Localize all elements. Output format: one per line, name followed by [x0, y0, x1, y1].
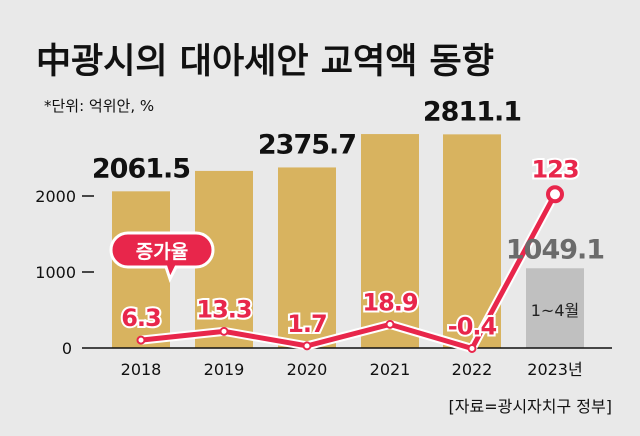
growth-point [136, 335, 146, 345]
growth-value-label: 123 [531, 155, 578, 183]
x-tick-label: 2021 [370, 360, 411, 379]
growth-value-label: 18.9 [362, 288, 418, 316]
bar-value-label: 1049.1 [506, 234, 604, 265]
y-tick-label: 2000 [35, 187, 76, 206]
unit-note: *단위: 억위안, % [44, 97, 154, 115]
chart-title: 中광시의 대아세안 교역액 동향 [36, 42, 494, 82]
growth-point [546, 185, 564, 204]
bar-value-label: 2811.1 [423, 96, 521, 127]
legend-callout: 증가율 [109, 231, 215, 283]
x-tick-label: 2020 [287, 360, 328, 379]
bar-2021 [361, 134, 419, 348]
growth-value-label: 6.3 [121, 304, 161, 332]
bar-value-label: 2061.5 [92, 153, 190, 184]
x-tick-label: 2018 [121, 360, 162, 379]
growth-value-label: -0.4 [448, 313, 497, 341]
y-tick-label: 1000 [35, 263, 76, 282]
growth-value-label: 13.3 [196, 295, 251, 323]
x-tick-label: 2023년 [527, 360, 582, 379]
growth-point [302, 341, 312, 351]
bar-value-label: 2375.7 [258, 129, 356, 160]
y-tick-label: 0 [62, 339, 72, 358]
x-tick-label: 2022 [452, 360, 493, 379]
growth-value-label: 1.7 [287, 310, 327, 338]
partial-period-note: 1~4월 [531, 301, 580, 320]
callout-bubble [109, 231, 215, 283]
growth-line [140, 193, 558, 351]
growth-point [385, 319, 395, 329]
growth-point [467, 344, 477, 353]
bar-2018 [112, 191, 170, 348]
bar-2023년 [526, 268, 584, 348]
bar-2020 [278, 167, 336, 348]
x-tick-label: 2019 [204, 360, 245, 379]
growth-point [219, 326, 229, 336]
line-series-name: 증가율 [136, 241, 188, 263]
source-note: [자료=광시자치구 정부] [449, 397, 612, 416]
